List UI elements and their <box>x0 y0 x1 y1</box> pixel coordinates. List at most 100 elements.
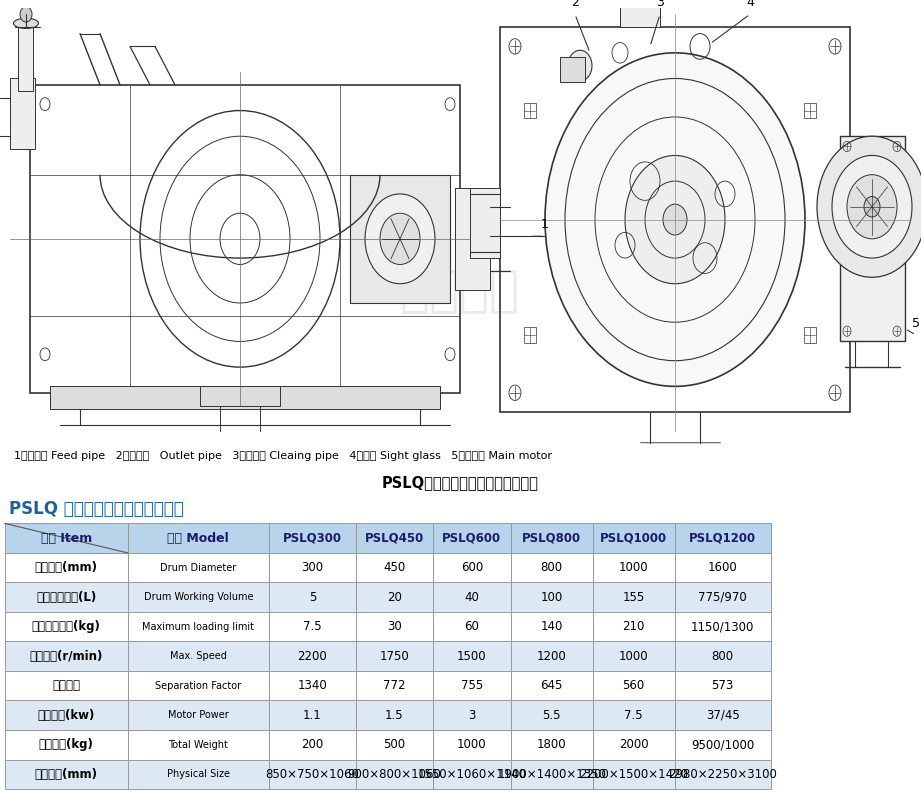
Bar <box>350 174 450 303</box>
Bar <box>524 328 536 343</box>
Bar <box>433 523 510 553</box>
Circle shape <box>20 6 32 22</box>
Text: 755: 755 <box>460 680 483 692</box>
Bar <box>510 760 593 789</box>
Text: 1900×1400×1350: 1900×1400×1350 <box>497 768 606 781</box>
Text: Max. Speed: Max. Speed <box>169 651 227 661</box>
Bar <box>433 730 510 760</box>
Text: PSLQ450: PSLQ450 <box>365 531 424 545</box>
Bar <box>675 582 771 612</box>
Text: 1500: 1500 <box>457 649 486 663</box>
Text: 560: 560 <box>623 680 645 692</box>
Bar <box>675 523 771 553</box>
Text: 5: 5 <box>912 317 920 330</box>
Text: 最大装料限量(kg): 最大装料限量(kg) <box>31 620 100 633</box>
Text: 60: 60 <box>464 620 479 633</box>
Bar <box>455 187 490 290</box>
Text: Physical Size: Physical Size <box>167 769 230 780</box>
Bar <box>200 386 280 405</box>
Bar <box>269 553 356 582</box>
Text: 40: 40 <box>464 591 479 603</box>
Bar <box>593 700 675 730</box>
Bar <box>269 612 356 642</box>
Text: 2000: 2000 <box>619 738 648 751</box>
Text: 1: 1 <box>541 218 549 231</box>
Bar <box>18 27 33 91</box>
Bar <box>510 642 593 671</box>
Text: 800: 800 <box>541 561 563 574</box>
Text: 1750: 1750 <box>379 649 409 663</box>
Bar <box>433 760 510 789</box>
Text: 3: 3 <box>656 0 664 10</box>
Bar <box>433 700 510 730</box>
Bar <box>675 612 771 642</box>
Bar <box>5 730 128 760</box>
Bar <box>620 0 660 27</box>
Text: 1200: 1200 <box>537 649 566 663</box>
Text: 3: 3 <box>468 709 475 722</box>
Text: PSLQ 系列离心机主要技术参数：: PSLQ 系列离心机主要技术参数： <box>9 500 184 518</box>
Text: 7.5: 7.5 <box>624 709 643 722</box>
Text: 1、进料管 Feed pipe   2、出液管   Outlet pipe   3、洗涤管 Cleaing pipe   4、视镜 Sight glass   : 1、进料管 Feed pipe 2、出液管 Outlet pipe 3、洗涤管 … <box>14 451 552 462</box>
Bar <box>5 700 128 730</box>
Text: 775/970: 775/970 <box>698 591 747 603</box>
Bar <box>269 730 356 760</box>
Circle shape <box>832 155 912 258</box>
Text: 5: 5 <box>309 591 316 603</box>
Bar <box>675 760 771 789</box>
Text: 7.5: 7.5 <box>303 620 321 633</box>
Bar <box>128 523 269 553</box>
Ellipse shape <box>14 18 39 29</box>
Bar <box>356 582 433 612</box>
Bar <box>500 27 850 412</box>
Text: Separation Factor: Separation Factor <box>156 680 241 691</box>
Text: 4: 4 <box>746 0 754 10</box>
Text: PSLQ600: PSLQ600 <box>442 531 501 545</box>
Bar <box>356 671 433 700</box>
Bar <box>5 671 128 700</box>
Bar <box>356 760 433 789</box>
Text: 分离因素: 分离因素 <box>52 680 80 692</box>
Bar <box>128 730 269 760</box>
Bar <box>840 136 905 342</box>
Text: 赛诺离心: 赛诺离心 <box>400 266 520 314</box>
Text: 600: 600 <box>460 561 483 574</box>
Bar <box>510 523 593 553</box>
Bar <box>128 700 269 730</box>
Text: 2: 2 <box>571 0 579 10</box>
Bar <box>433 553 510 582</box>
Bar <box>10 79 35 149</box>
Text: 30: 30 <box>387 620 402 633</box>
Text: 1000: 1000 <box>619 561 648 574</box>
Text: 2980×2250×3100: 2980×2250×3100 <box>669 768 777 781</box>
Text: 1.5: 1.5 <box>385 709 403 722</box>
Text: 100: 100 <box>541 591 563 603</box>
Bar <box>675 700 771 730</box>
Text: 1800: 1800 <box>537 738 566 751</box>
Text: 转鼓有效容积(L): 转鼓有效容积(L) <box>36 591 97 603</box>
Bar <box>269 700 356 730</box>
Bar <box>356 612 433 642</box>
Bar <box>50 386 440 409</box>
Text: 1340: 1340 <box>297 680 327 692</box>
Bar <box>804 328 816 343</box>
Bar <box>510 553 593 582</box>
Text: 850×750×1060: 850×750×1060 <box>265 768 359 781</box>
Bar <box>128 582 269 612</box>
Text: 最高转速(r/min): 最高转速(r/min) <box>29 649 103 663</box>
Bar <box>128 760 269 789</box>
Circle shape <box>380 213 420 265</box>
Text: 项目 Item: 项目 Item <box>41 531 92 545</box>
Circle shape <box>663 204 687 235</box>
Text: 300: 300 <box>301 561 323 574</box>
Text: 155: 155 <box>623 591 645 603</box>
Bar <box>5 760 128 789</box>
Bar <box>5 582 128 612</box>
Text: 1600: 1600 <box>707 561 738 574</box>
Bar <box>675 730 771 760</box>
Bar <box>356 523 433 553</box>
Bar <box>524 103 536 118</box>
Text: 外形尺寸(mm): 外形尺寸(mm) <box>35 768 98 781</box>
Bar <box>433 671 510 700</box>
Text: 20: 20 <box>387 591 402 603</box>
